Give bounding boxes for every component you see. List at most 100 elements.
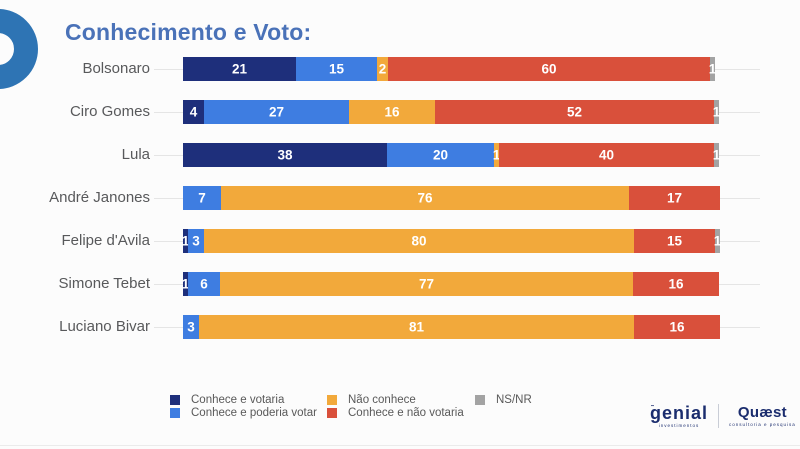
segment-value-label: 38 <box>277 147 293 163</box>
segment-value-label: 16 <box>384 104 400 120</box>
chart-row: Luciano Bivar 3 81 16 <box>0 315 800 339</box>
bar-segment-orange: 2 <box>377 57 388 81</box>
legend-item-blue: Conhece e poderia votar <box>170 407 317 419</box>
bar-segment-blue: 15 <box>296 57 377 81</box>
genial-wordmark: ˜ genial <box>650 404 708 422</box>
footer-logos: ˜ genial investimentos Quæst consultoria … <box>650 404 796 428</box>
bar-segment-red: 40 <box>499 143 714 167</box>
legend-column: NS/NR <box>475 394 532 408</box>
genial-logo-subtext: investimentos <box>658 423 700 428</box>
segment-value-label: 7 <box>198 190 206 206</box>
legend-label: Não conhece <box>348 394 416 406</box>
bar-segment-gray: 1 <box>712 143 721 167</box>
segment-value-label: 81 <box>408 319 425 335</box>
bar-segment-red: 15 <box>634 229 715 253</box>
segment-value-label: 4 <box>189 104 198 120</box>
segment-value-label: 1 <box>708 61 717 77</box>
segment-value-label: 1 <box>181 276 190 292</box>
quaest-wordmark: Quæst <box>737 404 787 421</box>
bar-segment-navy: 1 <box>181 272 190 296</box>
segment-value-label: 1 <box>181 233 190 249</box>
segment-value-label: 1 <box>492 147 501 163</box>
logo-divider <box>718 404 720 428</box>
bar-segment-blue: 6 <box>188 272 220 296</box>
segment-value-label: 27 <box>268 104 285 120</box>
segment-value-label: 16 <box>668 276 684 292</box>
stacked-bar: 7 76 17 <box>183 186 720 210</box>
segment-value-label: 1 <box>713 233 722 249</box>
genial-logo: ˜ genial investimentos <box>650 404 708 428</box>
bar-segment-orange: 80 <box>204 229 634 253</box>
legend-label: Conhece e poderia votar <box>191 407 317 419</box>
quaest-logo: Quæst consultoria e pesquisa <box>729 404 796 428</box>
bar-segment-blue: 7 <box>183 186 221 210</box>
legend-column: Não conhece Conhece e não votaria <box>327 394 464 421</box>
segment-value-label: 16 <box>669 319 685 335</box>
stacked-bar: 21 15 2 60 1 <box>183 57 717 81</box>
legend-column: Conhece e votaria Conhece e poderia votar <box>170 394 317 421</box>
chart-row: Ciro Gomes 4 27 16 52 1 <box>0 100 800 124</box>
bar-segment-red: 16 <box>634 315 720 339</box>
segment-value-label: 17 <box>666 190 683 206</box>
legend-swatch-navy <box>170 395 180 405</box>
category-label: Ciro Gomes <box>69 103 150 120</box>
segment-value-label: 3 <box>192 233 200 249</box>
legend-swatch-blue <box>170 408 180 418</box>
segment-value-label: 1 <box>712 147 721 163</box>
stacked-bar: 1 3 80 15 1 <box>181 229 722 253</box>
bottom-divider <box>0 445 800 446</box>
category-label: Lula <box>121 146 150 163</box>
bar-segment-red: 17 <box>629 186 720 210</box>
category-label: André Janones <box>49 189 150 206</box>
chart-row: André Janones 7 76 17 <box>0 186 800 210</box>
bar-segment-red: 60 <box>388 57 710 81</box>
bar-segment-orange: 16 <box>349 100 435 124</box>
legend-item-gray: NS/NR <box>475 394 532 406</box>
stacked-bar: 4 27 16 52 1 <box>183 100 721 124</box>
segment-value-label: 76 <box>417 190 433 206</box>
bar-segment-orange: 77 <box>220 272 633 296</box>
bar-segment-gray: 1 <box>712 100 721 124</box>
segment-value-label: 15 <box>666 233 683 249</box>
bar-segment-blue: 3 <box>188 229 204 253</box>
quaest-logo-subtext: consultoria e pesquisa <box>729 422 796 427</box>
category-label: Luciano Bivar <box>59 318 150 335</box>
segment-value-label: 80 <box>411 233 427 249</box>
chart-row: Simone Tebet 1 6 77 16 <box>0 272 800 296</box>
bar-segment-orange: 76 <box>221 186 629 210</box>
bar-segment-orange: 1 <box>492 143 501 167</box>
segment-value-label: 60 <box>541 61 557 77</box>
segment-value-label: 6 <box>200 276 208 292</box>
bar-segment-orange: 81 <box>199 315 634 339</box>
bar-segment-navy: 38 <box>183 143 387 167</box>
segment-value-label: 21 <box>231 61 248 77</box>
chart-row: Bolsonaro 21 15 2 60 1 <box>0 57 800 81</box>
category-label: Felipe d'Avila <box>61 232 150 249</box>
legend-item-red: Conhece e não votaria <box>327 407 464 419</box>
bar-segment-navy: 4 <box>183 100 204 124</box>
bar-segment-gray: 1 <box>708 57 717 81</box>
bar-segment-red: 52 <box>435 100 714 124</box>
legend-swatch-red <box>327 408 337 418</box>
bar-segment-blue: 3 <box>183 315 199 339</box>
bar-segment-blue: 20 <box>387 143 494 167</box>
legend-label: Conhece e não votaria <box>348 407 464 419</box>
bar-segment-navy: 1 <box>181 229 190 253</box>
chart-title: Conhecimento e Voto: <box>65 19 312 45</box>
legend-label: NS/NR <box>496 394 532 406</box>
segment-value-label: 20 <box>432 147 449 163</box>
segment-value-label: 3 <box>187 319 195 335</box>
segment-value-label: 40 <box>598 147 615 163</box>
chart-row: Felipe d'Avila 1 3 80 15 1 <box>0 229 800 253</box>
legend-item-orange: Não conhece <box>327 394 464 406</box>
category-label: Bolsonaro <box>82 60 150 77</box>
segment-value-label: 1 <box>712 104 721 120</box>
segment-value-label: 15 <box>328 61 345 77</box>
segment-value-label: 77 <box>418 276 435 292</box>
legend-item-navy: Conhece e votaria <box>170 394 317 406</box>
chart-row: Lula 38 20 1 40 1 <box>0 143 800 167</box>
stacked-bar: 3 81 16 <box>183 315 720 339</box>
segment-value-label: 2 <box>378 61 387 77</box>
bar-segment-gray: 1 <box>713 229 722 253</box>
